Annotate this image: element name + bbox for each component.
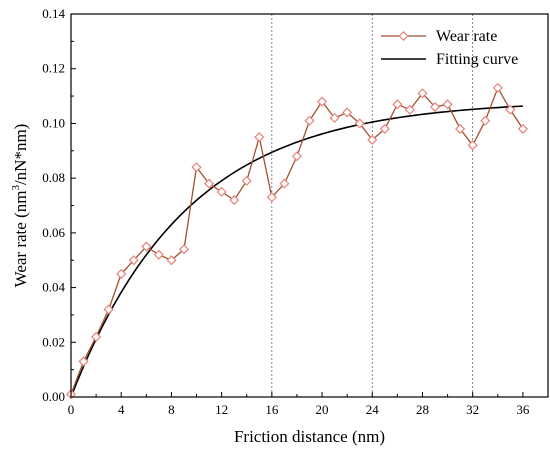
y-axis-title-superscript: 3 [10,185,22,191]
x-tick-label: 16 [265,402,279,417]
legend-wear-rate-marker [398,30,409,42]
wear-rate-point [241,175,252,186]
y-tick-label: 0.00 [42,389,65,404]
x-tick-label: 0 [68,402,75,417]
fitting-curve-layer [70,105,523,398]
wear-rate-point [204,178,215,189]
wear-rate-point [178,244,190,255]
wear-rate-point [254,132,265,143]
x-axis-title: Friction distance (nm) [234,427,385,446]
wear-rate-point [91,331,102,342]
wear-rate-point [317,96,328,107]
wear-rate-point [128,255,139,266]
y-tick-label: 0.04 [42,280,65,295]
wear-rate-point [417,88,428,99]
x-tick-label: 24 [366,402,380,417]
wear-rate-series-layer [65,82,528,400]
x-tick-label: 28 [416,402,429,417]
y-axis-title: Wear rate (nm3/nN*nm) [10,124,30,288]
wear-rate-point [216,186,227,197]
x-tick-label: 4 [118,402,125,417]
x-tick-label: 32 [466,402,479,417]
wear-rate-point [141,241,152,252]
y-tick-label: 0.14 [42,6,65,21]
x-tick-label: 20 [316,402,329,417]
wear-rate-point [517,123,528,134]
x-tick-label: 12 [215,402,228,417]
legend-fitting-curve-label: Fitting curve [436,51,518,68]
plot-frame [70,13,549,398]
wear-rate-point [153,249,164,260]
wear-rate-point [103,304,114,315]
y-tick-label: 0.12 [42,61,65,76]
wear-rate-point [279,178,290,189]
wear-rate-point [78,356,89,367]
wear-rate-point [455,123,466,134]
wear-rate-point [342,107,353,118]
wear-rate-point [166,255,177,266]
reference-lines [271,14,474,397]
legend-wear-rate-label: Wear rate [436,28,497,45]
wear-rate-point [354,118,365,129]
x-tick-label: 8 [168,402,175,417]
y-tick-label: 0.10 [42,115,65,130]
axes: 0 4 8 12 16 20 24 28 32 36 0.00 0.02 0.04 0.06 0.08 0.1… [42,6,530,417]
wear-rate-point [505,104,516,115]
wear-rate-point [229,194,240,206]
x-tick-label: 36 [516,402,530,417]
wear-rate-point [404,104,415,115]
wear-rate-point [329,112,340,124]
wear-rate-point [291,151,302,162]
legend: Wear rate Fitting curve [381,28,518,68]
y-tick-label: 0.08 [42,170,65,185]
wear-rate-point [442,99,453,110]
wear-rate-point [392,99,403,110]
wear-rate-point [492,82,503,93]
wear-rate-point [480,115,491,126]
fitting-curve [70,105,523,398]
wear-rate-point [379,123,390,134]
y-tick-label: 0.06 [42,225,65,240]
wear-rate-point [467,140,478,151]
wear-rate-point [191,162,202,173]
wear-rate-point [116,268,127,279]
y-tick-label: 0.02 [42,334,65,349]
wear-rate-point [304,115,315,126]
wear-rate-point [266,192,277,203]
wear-rate-point [429,101,441,113]
wear-rate-point [367,134,378,145]
wear-rate-line [70,86,524,395]
